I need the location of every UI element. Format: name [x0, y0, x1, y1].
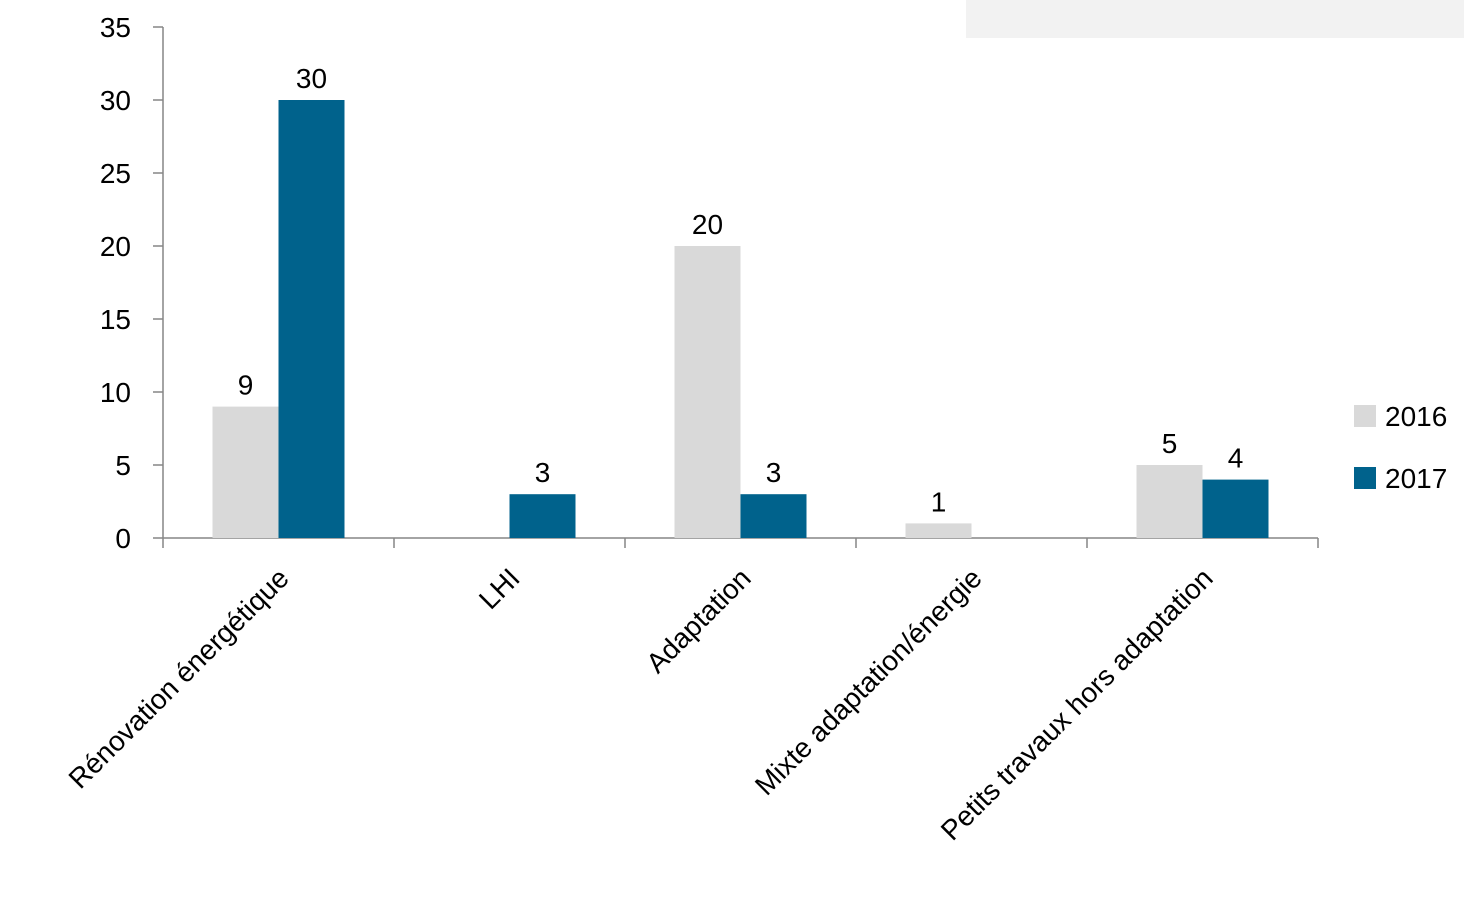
bar-2017-1: [278, 100, 345, 538]
bar-2016-5: [1136, 465, 1203, 538]
category-label: Mixte adaptation/énergie: [749, 562, 988, 801]
header-placeholder-box: [966, 0, 1464, 38]
bar-2016-1: [212, 406, 279, 538]
legend-label-2017: 2017: [1385, 463, 1447, 494]
y-axis: 0 5 10 15 20 25 30 35: [100, 12, 164, 554]
legend-swatch-2016: [1354, 405, 1376, 427]
category-label: Petits travaux hors adaptation: [935, 562, 1219, 846]
data-label-2016-5: 5: [1162, 428, 1178, 459]
y-tick-label: 20: [100, 231, 131, 262]
data-labels: 9 30 3 20 3 1 5 4: [238, 63, 1244, 517]
category-label: LHI: [473, 562, 526, 615]
y-tick-label: 0: [115, 523, 131, 554]
data-label-2016-1: 9: [238, 370, 254, 401]
y-tick-label: 35: [100, 12, 131, 43]
data-label-2017-5: 4: [1228, 443, 1244, 474]
data-label-2016-4: 1: [931, 486, 947, 517]
bar-2017-5: [1202, 479, 1269, 538]
bars: [212, 100, 1269, 538]
y-tick-label: 10: [100, 377, 131, 408]
category-labels: Rénovation énergétique LHI AdaptationMixte…: [63, 562, 1219, 846]
y-tick-label: 25: [100, 158, 131, 189]
y-tick-label: 5: [115, 450, 131, 481]
x-axis: [162, 537, 1319, 548]
category-label: Rénovation énergétique: [63, 562, 295, 794]
data-label-2017-2: 3: [535, 457, 551, 488]
bar-2017-3: [740, 494, 807, 538]
y-tick-label: 15: [100, 304, 131, 335]
data-label-2017-1: 30: [296, 63, 327, 94]
data-label-2017-3: 3: [766, 457, 782, 488]
category-label: Adaptation: [640, 562, 757, 679]
bar-2017-2: [509, 494, 576, 538]
y-tick-label: 30: [100, 85, 131, 116]
data-label-2016-3: 20: [692, 209, 723, 240]
legend-label-2016: 2016: [1385, 401, 1447, 432]
bar-2016-4: [905, 523, 972, 538]
bar-2016-3: [674, 246, 741, 538]
legend: 2016 2017: [1354, 401, 1447, 494]
legend-swatch-2017: [1354, 467, 1376, 489]
